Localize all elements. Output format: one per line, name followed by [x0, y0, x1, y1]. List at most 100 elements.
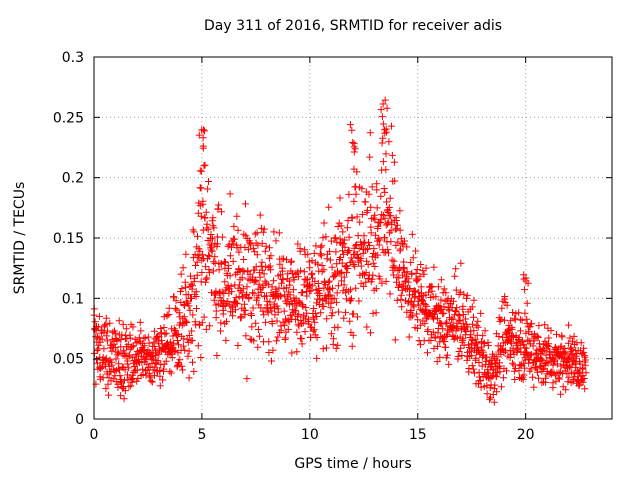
data-point	[549, 361, 557, 369]
data-point	[112, 355, 120, 363]
data-point	[172, 297, 180, 305]
data-point	[188, 282, 196, 290]
data-point	[226, 252, 234, 260]
data-point	[250, 337, 258, 345]
data-point	[208, 289, 215, 297]
data-point	[368, 275, 376, 283]
data-point	[470, 313, 477, 321]
data-point	[360, 232, 368, 240]
data-point	[249, 244, 257, 252]
data-point	[322, 233, 330, 241]
data-point	[265, 349, 273, 356]
data-point	[217, 260, 225, 267]
data-point	[407, 307, 415, 314]
data-point	[201, 214, 209, 222]
data-point	[390, 158, 398, 166]
data-point	[452, 286, 460, 294]
data-point	[328, 263, 336, 271]
data-point	[351, 242, 359, 250]
data-point	[337, 239, 345, 247]
data-point	[197, 184, 205, 192]
data-point	[367, 329, 374, 337]
grid-lines	[94, 57, 612, 419]
data-point	[154, 357, 162, 365]
data-point	[117, 392, 125, 400]
data-point	[186, 306, 194, 314]
data-point	[178, 321, 186, 329]
data-point	[445, 307, 453, 315]
data-point	[523, 299, 531, 307]
data-point	[390, 257, 398, 265]
data-point	[440, 309, 448, 317]
data-point	[294, 320, 302, 328]
data-point	[543, 342, 551, 349]
data-point	[565, 321, 573, 329]
data-point	[162, 357, 170, 365]
data-point	[388, 122, 395, 130]
data-point	[575, 368, 583, 376]
data-point	[158, 336, 165, 344]
data-point	[253, 251, 261, 259]
data-point	[202, 263, 210, 271]
data-point	[421, 301, 429, 309]
data-point	[251, 230, 259, 238]
x-tick-label: 20	[517, 427, 535, 443]
data-point	[423, 302, 431, 310]
data-point	[358, 211, 366, 218]
data-point	[259, 228, 267, 236]
data-point	[204, 185, 212, 193]
data-point	[515, 334, 523, 341]
data-point	[256, 273, 264, 281]
data-point	[336, 235, 344, 243]
data-point	[521, 309, 529, 317]
data-point	[378, 279, 386, 287]
data-point	[249, 304, 257, 312]
data-point	[432, 308, 440, 315]
data-point	[94, 333, 101, 341]
data-point	[403, 268, 411, 276]
data-point	[354, 313, 361, 321]
data-point	[303, 275, 311, 283]
data-point	[388, 220, 396, 228]
data-point	[194, 232, 201, 240]
data-point	[406, 285, 414, 292]
data-point	[534, 334, 542, 341]
data-point	[132, 339, 140, 347]
data-point	[248, 323, 256, 331]
data-point	[263, 292, 270, 300]
data-point	[393, 296, 401, 304]
data-point	[309, 327, 317, 335]
data-point	[93, 347, 101, 354]
data-point	[180, 313, 188, 321]
data-point	[113, 337, 121, 345]
data-point	[215, 201, 223, 209]
data-point	[530, 383, 538, 391]
data-point	[344, 265, 352, 272]
data-point	[260, 311, 268, 319]
data-point	[395, 274, 403, 282]
data-point	[300, 281, 308, 289]
data-point	[377, 106, 385, 114]
data-point	[256, 211, 264, 219]
data-point	[164, 339, 171, 347]
data-point	[456, 316, 464, 324]
data-point	[171, 305, 179, 312]
data-point	[374, 251, 382, 259]
data-point	[140, 346, 147, 353]
data-point	[454, 352, 462, 360]
data-point	[385, 204, 393, 211]
data-point	[440, 285, 448, 293]
data-point	[184, 291, 192, 299]
data-point	[410, 303, 418, 311]
data-point	[326, 256, 334, 264]
data-point	[348, 342, 356, 350]
data-point	[361, 198, 369, 206]
data-point	[375, 241, 383, 249]
data-point	[338, 259, 346, 267]
data-point	[480, 352, 488, 359]
data-point	[326, 277, 333, 285]
data-point	[379, 134, 387, 142]
data-point	[353, 213, 361, 221]
data-point	[525, 359, 533, 367]
data-point	[459, 319, 467, 327]
